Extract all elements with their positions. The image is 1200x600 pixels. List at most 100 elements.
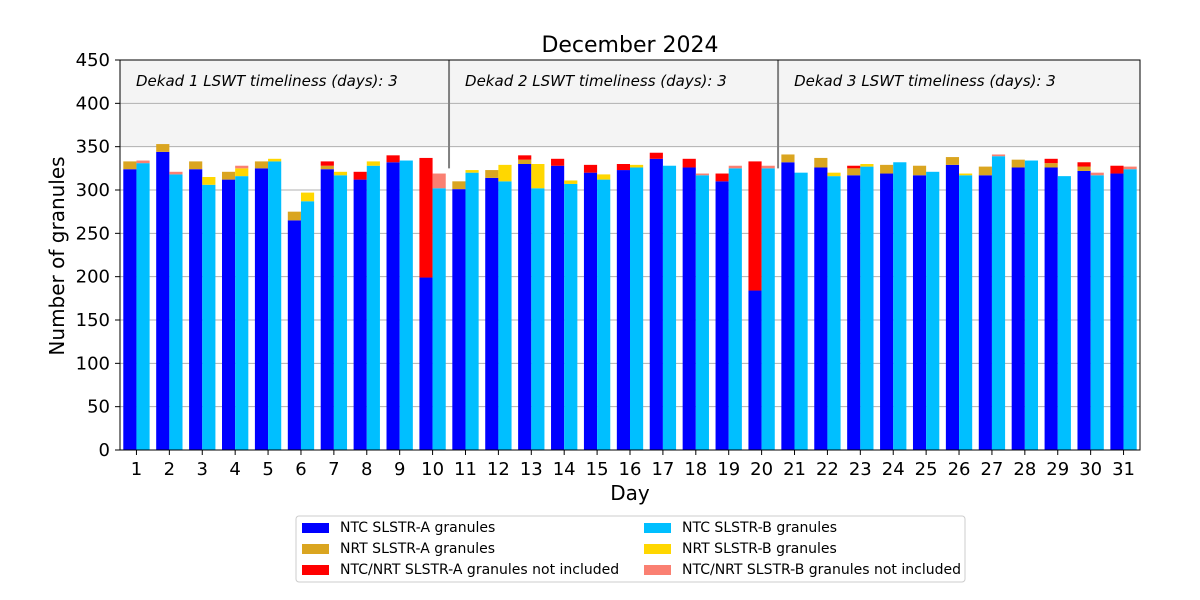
- bar-segment: [531, 188, 545, 450]
- bar-segment: [169, 171, 183, 175]
- bar-segment: [597, 179, 611, 450]
- bar-segment: [1077, 170, 1091, 450]
- legend: NTC SLSTR-A granules NRT SLSTR-A granules…: [295, 515, 966, 583]
- bar-segment: [847, 175, 861, 450]
- bar-segment: [287, 211, 301, 221]
- x-tick-label: 16: [619, 459, 642, 480]
- bar-segment: [1090, 172, 1104, 176]
- bar-segment: [945, 157, 960, 165]
- bar-segment: [583, 164, 598, 173]
- bar-segment: [268, 161, 282, 450]
- dekad-annotation: Dekad 3 LSWT timeliness (days): 3: [794, 72, 1056, 90]
- bar-segment: [551, 165, 565, 450]
- bar-segment: [860, 164, 874, 167]
- x-tick-label: 3: [197, 459, 208, 480]
- x-tick-label: 25: [915, 459, 938, 480]
- bar-segment: [268, 158, 282, 162]
- bar-segment: [452, 189, 466, 450]
- legend-entry: NRT SLSTR-B granules: [682, 541, 837, 557]
- bar-segment: [1077, 166, 1091, 171]
- x-tick-label: 4: [229, 459, 240, 480]
- bar-segment: [945, 164, 960, 450]
- bar-segment: [564, 180, 578, 184]
- bar-segment: [202, 184, 216, 451]
- bar-segment: [682, 167, 696, 450]
- bar-segment: [485, 177, 499, 450]
- bar-segment: [222, 171, 236, 180]
- bar-segment: [136, 163, 150, 450]
- legend-swatch: [302, 523, 329, 533]
- bar-segment: [320, 161, 334, 166]
- x-tick-label: 6: [295, 459, 306, 480]
- bar-segment: [991, 154, 1006, 157]
- x-tick-label: 9: [394, 459, 405, 480]
- y-tick-label: 0: [99, 440, 110, 461]
- bar-segment: [518, 164, 532, 450]
- bar-segment: [386, 162, 400, 450]
- bar-segment: [1024, 160, 1038, 451]
- legend-entry: NTC SLSTR-B granules: [682, 520, 837, 536]
- x-tick-label: 17: [651, 459, 674, 480]
- bar-segment: [781, 154, 795, 163]
- bar-segment: [814, 157, 828, 168]
- bar-segment: [1011, 159, 1025, 168]
- x-tick-label: 12: [487, 459, 510, 480]
- bar-segment: [781, 162, 795, 450]
- y-tick-label: 450: [76, 50, 110, 71]
- bar-segment: [959, 175, 973, 450]
- legend-box: [295, 515, 966, 583]
- bar-segment: [189, 161, 203, 170]
- bar-segment: [465, 172, 479, 450]
- bar-segment: [452, 181, 466, 190]
- bar-segment: [827, 176, 841, 450]
- bar-segment: [419, 277, 433, 450]
- legend-swatch: [644, 544, 671, 554]
- x-tick-label: 18: [684, 459, 707, 480]
- x-tick-label: 20: [750, 459, 773, 480]
- bar-segment: [353, 171, 367, 180]
- bar-segment: [254, 161, 269, 169]
- x-tick-label: 21: [783, 459, 806, 480]
- bar-segment: [682, 158, 696, 168]
- x-tick-label: 2: [164, 459, 175, 480]
- bar-segment: [485, 170, 499, 178]
- bar-segment: [222, 179, 236, 450]
- bar-segment: [1090, 175, 1104, 450]
- bar-segment: [235, 176, 249, 450]
- bar-segment: [991, 156, 1006, 450]
- x-tick-label: 13: [520, 459, 543, 480]
- x-tick-label: 22: [816, 459, 839, 480]
- bar-segment: [630, 167, 644, 450]
- x-axis-label: Day: [610, 481, 650, 505]
- x-tick-label: 10: [421, 459, 444, 480]
- bar-segment: [748, 161, 762, 291]
- chart-title: December 2024: [541, 33, 718, 58]
- bar-segment: [235, 168, 249, 177]
- x-tick-label: 26: [948, 459, 971, 480]
- bar-segment: [583, 172, 598, 450]
- bar-segment: [320, 169, 334, 450]
- bar-segment: [1057, 176, 1071, 450]
- bar-segment: [366, 161, 380, 166]
- bar-segment: [597, 174, 611, 180]
- legend-entry: NTC SLSTR-A granules: [340, 520, 495, 536]
- bar-segment: [715, 173, 729, 182]
- bar-segment: [616, 164, 630, 171]
- legend-entry: NRT SLSTR-A granules: [340, 541, 495, 557]
- bars: [123, 144, 1137, 451]
- bar-segment: [959, 173, 973, 176]
- bar-segment: [1110, 165, 1124, 174]
- bar-segment: [649, 158, 663, 451]
- bar-segment: [333, 171, 348, 176]
- bar-segment: [386, 155, 400, 163]
- y-tick-label: 50: [87, 397, 110, 418]
- bar-segment: [715, 181, 729, 451]
- y-axis-label: Number of granules: [45, 156, 69, 355]
- bar-segment: [1044, 167, 1058, 450]
- bar-segment: [748, 290, 762, 450]
- bar-segment: [926, 171, 940, 451]
- x-tick-label: 5: [262, 459, 273, 480]
- bar-segment: [860, 166, 874, 450]
- x-tick-label: 8: [361, 459, 372, 480]
